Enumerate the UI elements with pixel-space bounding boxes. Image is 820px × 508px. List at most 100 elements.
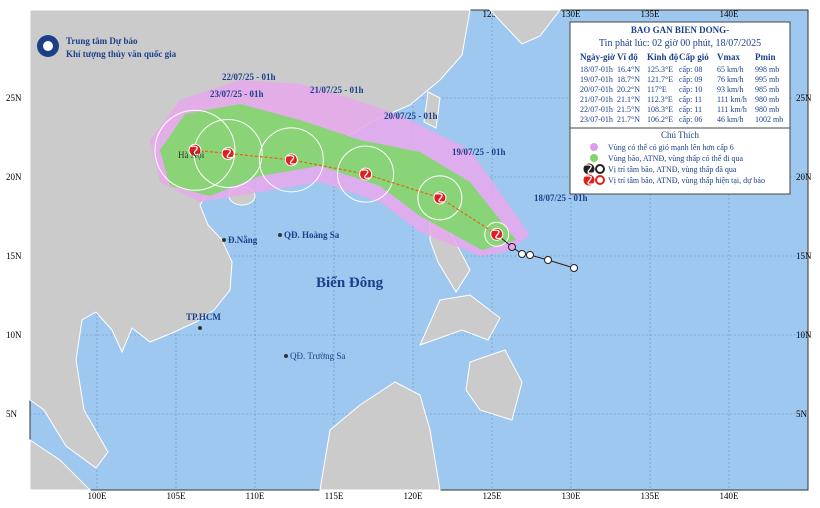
borneo bbox=[319, 381, 441, 491]
lon-label: 120E bbox=[404, 491, 424, 501]
lon-label: 105E bbox=[167, 491, 187, 501]
storm-icon bbox=[490, 227, 504, 241]
lat-label: 15N bbox=[6, 251, 22, 261]
place-dot bbox=[222, 238, 226, 242]
place-dot bbox=[198, 326, 202, 330]
lon-label: 100E bbox=[88, 491, 108, 501]
visayas bbox=[419, 294, 501, 346]
issued: Tin phát lúc: 02 giờ 00 phút, 18/07/2025 bbox=[599, 38, 761, 49]
legend-item: Vùng có thể có gió mạnh lên hơn cấp 6 bbox=[608, 143, 734, 152]
place-label: TP.HCM bbox=[186, 312, 221, 322]
radius-circle bbox=[258, 127, 324, 193]
legend-item: Vị trí tâm bão, ATNĐ, vùng thấp hiện tại… bbox=[608, 176, 765, 185]
table-cell: 21.5°N bbox=[617, 105, 640, 114]
legend-item: Vị trí tâm bão, ATNĐ, vùng thấp đã qua bbox=[608, 165, 737, 174]
bulletin-title: BAO GAN BIEN DONG- bbox=[631, 25, 729, 35]
place-dot bbox=[278, 233, 282, 237]
table-cell: 18.7°N bbox=[617, 75, 640, 84]
storm-icon bbox=[433, 191, 447, 205]
column-header: Cấp gió bbox=[679, 52, 709, 62]
legend-title: Chú Thích bbox=[661, 130, 700, 140]
labels: 18/07/25 - 01h 19/07/25 - 01h 20/07/25 - 0… bbox=[178, 72, 588, 361]
storm-swirl bbox=[435, 193, 444, 203]
lon-label: 140E bbox=[720, 9, 740, 19]
table-cell: 16.4°N bbox=[617, 65, 640, 74]
storm-icon bbox=[284, 153, 298, 167]
table-cell: 18/07-01h bbox=[580, 65, 613, 74]
table-cell: 980 mb bbox=[755, 105, 779, 114]
table-cell: 998 mb bbox=[755, 65, 779, 74]
storm-swirl bbox=[584, 164, 594, 174]
lat-label: 20N bbox=[796, 172, 812, 182]
table-cell: 21/07-01h bbox=[580, 95, 613, 104]
table-cell: 985 mb bbox=[755, 85, 779, 94]
sumatra bbox=[29, 439, 92, 491]
legend-symbol bbox=[595, 164, 605, 174]
place-label: Hà Nội bbox=[178, 150, 205, 160]
table-cell: 46 km/h bbox=[717, 115, 743, 124]
lon-label: 135E bbox=[641, 491, 661, 501]
legend-symbol bbox=[590, 143, 598, 151]
radius-circle bbox=[484, 221, 510, 247]
table-cell: 108.3°E bbox=[647, 105, 673, 114]
lon-label: 135E bbox=[641, 9, 661, 19]
lon-label: 125E bbox=[483, 491, 503, 501]
table-cell: 22/07-01h bbox=[580, 105, 613, 114]
column-header: Vmax bbox=[717, 52, 740, 62]
lon-label: 130E bbox=[562, 491, 582, 501]
past-position bbox=[508, 243, 516, 251]
info-table: Ngày-giờ Vĩ độ Kinh độ Cấp gió Vmax Pmin 18/07… bbox=[580, 52, 783, 187]
storm-swirl bbox=[492, 229, 501, 240]
table-cell: 995 mb bbox=[755, 75, 779, 84]
table-cell: 111 km/h bbox=[717, 95, 747, 104]
past-position bbox=[544, 256, 552, 264]
legend-item: Vùng bão, ATNĐ, vùng thấp có thể đi qua bbox=[608, 154, 744, 163]
table-cell: 65 km/h bbox=[717, 65, 743, 74]
column-header: Kinh độ bbox=[647, 52, 679, 62]
storm-swirl bbox=[361, 169, 370, 179]
table-cell: 980 mb bbox=[755, 95, 779, 104]
table-cell: cấp: 08 bbox=[679, 65, 702, 74]
lon-label: 140E bbox=[720, 491, 740, 501]
place-label: Đ.Nẵng bbox=[228, 235, 258, 245]
table-cell: 112.3°E bbox=[647, 95, 673, 104]
table-cell: 106.2°E bbox=[647, 115, 673, 124]
storm-zone bbox=[160, 104, 516, 250]
track-label: 19/07/25 - 01h bbox=[452, 147, 506, 157]
lat-label: 10N bbox=[6, 330, 22, 340]
lat-label: 25N bbox=[796, 93, 812, 103]
table-cell: 20.2°N bbox=[617, 85, 640, 94]
table-cell: cấp: 09 bbox=[679, 75, 702, 84]
table-cell: 21.7°N bbox=[617, 115, 640, 124]
place-dot bbox=[284, 354, 288, 358]
table-cell: 125.3°E bbox=[647, 65, 673, 74]
track-label: 22/07/25 - 01h bbox=[222, 72, 276, 82]
storm-icon bbox=[188, 143, 202, 157]
radius-circle bbox=[417, 175, 463, 221]
storm-icon bbox=[221, 146, 235, 160]
lon-label: 130E bbox=[562, 9, 582, 19]
track-label: 18/07/25 - 01h bbox=[534, 193, 588, 203]
place-label: Biển Đông bbox=[316, 275, 384, 291]
taiwan bbox=[423, 91, 441, 129]
storm-swirl bbox=[584, 175, 594, 185]
track bbox=[154, 109, 578, 272]
legend-symbol bbox=[590, 154, 598, 162]
storm-swirl bbox=[190, 145, 200, 156]
table-cell: 117°E bbox=[647, 85, 667, 94]
korea bbox=[488, 9, 562, 45]
org-line: Khí tượng thủy văn quốc gia bbox=[66, 49, 177, 59]
lat-label: 15N bbox=[796, 251, 812, 261]
storm-icon bbox=[359, 167, 373, 181]
place-label: QĐ. Hoàng Sa bbox=[284, 230, 340, 240]
table-cell: 111 km/h bbox=[717, 105, 747, 114]
column-header: Vĩ độ bbox=[617, 52, 638, 62]
lon-label: 110E bbox=[246, 491, 265, 501]
past-position bbox=[526, 251, 534, 259]
table-cell: 23/07-01h bbox=[580, 115, 613, 124]
table-cell: 20/07-01h bbox=[580, 85, 613, 94]
radius-circle bbox=[154, 109, 236, 191]
info-box bbox=[569, 21, 791, 195]
